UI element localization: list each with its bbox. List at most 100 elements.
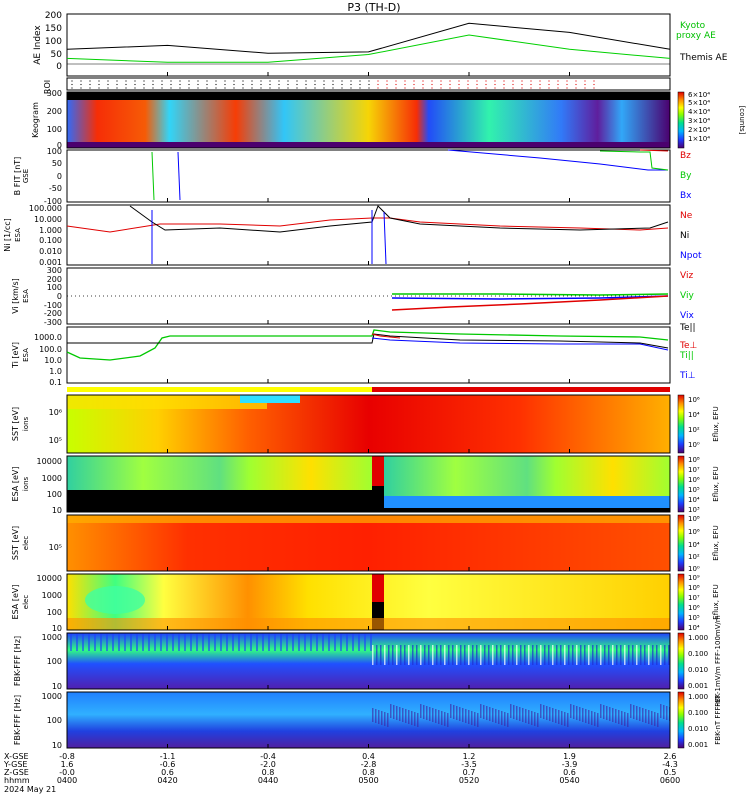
fbk2-stripe [375, 709, 377, 723]
roi-ylabel: ROI [43, 80, 52, 94]
fbk2-stripe [600, 704, 602, 718]
vi-ytick: -100 [44, 301, 62, 310]
fbk-b-cbar-tick: 0.001 [688, 741, 708, 749]
legend-viz: Viz [680, 271, 693, 281]
fbk2-stripe [396, 706, 398, 720]
roi-dot [395, 83, 397, 86]
sst-elec-cbar-tick: 10⁰ [688, 565, 700, 573]
roi-dot [296, 83, 298, 86]
sst-ions-cbar-tick: 10⁰ [688, 441, 700, 449]
fbk2-stripe [654, 712, 656, 726]
fbk2-stripe [627, 713, 629, 727]
roi-dot [278, 80, 280, 82]
fbk2-stripe [612, 708, 614, 722]
roi-dot [233, 87, 235, 89]
roi-dot [197, 83, 199, 86]
fbk1-stripe [440, 645, 442, 665]
roi-dot [143, 83, 145, 86]
fbk1-stripe [310, 633, 312, 651]
fbk2-stripe [462, 708, 464, 722]
fbk1-stripe [160, 633, 162, 651]
roi-dot [404, 83, 406, 86]
x-axis-value: 0400 [57, 776, 77, 785]
fbk1-stripe [460, 645, 462, 665]
fbk1-stripe [500, 645, 502, 665]
fbk1-stripe [620, 645, 622, 665]
roi-dot [431, 87, 433, 89]
roi-dot [593, 83, 595, 86]
roi-dot [152, 80, 154, 82]
roi-dot [467, 80, 469, 82]
fbk1-stripe [552, 645, 554, 665]
roi-dot [368, 87, 370, 89]
fbk2-stripe [384, 712, 386, 726]
fbk2-stripe [621, 711, 623, 725]
roi-dot [395, 80, 397, 82]
legend-ti-par: Ti|| [679, 351, 694, 361]
fbk1-stripe [492, 645, 494, 665]
fbk2-stripe [552, 708, 554, 722]
ni-ytick: 1.000 [39, 226, 62, 235]
fbk1-stripe [274, 633, 276, 651]
date-label: 2024 May 21 [4, 785, 56, 794]
legend-ni: Ni [680, 231, 689, 241]
roi-dot [485, 80, 487, 82]
fbk1-stripe [536, 645, 538, 665]
roi-dot [116, 83, 118, 86]
roi-dot [116, 80, 118, 82]
roi-dot [593, 80, 595, 82]
panel-esa-elec: 10000 1000 100 10 elec ESA [eV] 10⁹ 10⁸ … [11, 573, 720, 633]
roi-dot [422, 83, 424, 86]
fbk1-stripe [214, 633, 216, 651]
fbk2-stripe [411, 711, 413, 725]
fbk1-stripe [392, 645, 394, 665]
fbk1-stripe [208, 633, 210, 651]
fbk1-stripe [364, 633, 366, 651]
roi-dot [449, 80, 451, 82]
fbk2-stripe [642, 708, 644, 722]
roi-dot [143, 87, 145, 89]
x-axis-value: 0420 [157, 776, 177, 785]
sst-elec-ylabel: SST [eV] [11, 526, 20, 560]
fbk1-stripe [504, 645, 506, 665]
fbk1-stripe [644, 645, 646, 665]
roi-dot [305, 80, 307, 82]
fbk1-stripe [560, 645, 562, 665]
roi-dot [152, 83, 154, 86]
roi-dot [557, 87, 559, 89]
ni-ylabel: Ni [1/cc] [3, 218, 12, 252]
fbk1-stripe [380, 645, 382, 665]
fbk1-stripe [358, 633, 360, 651]
roi-dot [566, 80, 568, 82]
bfit-ylabel: B FIT [nT] [13, 157, 22, 196]
roi-dot [413, 83, 415, 86]
roi-dot [143, 80, 145, 82]
roi-dot [98, 83, 100, 86]
fbk2-stripe [549, 707, 551, 721]
fbk1-stripe [588, 645, 590, 665]
ae-ytick: 50 [51, 50, 63, 60]
roi-dots [71, 80, 595, 89]
bfit-ytick: 50 [52, 159, 62, 168]
series-kyoto-proxy-ae [66, 34, 671, 63]
x-axis-value: 0600 [660, 776, 680, 785]
vi-ytick: 100 [47, 283, 62, 292]
fbk-e-cbar-tick: 0.001 [688, 682, 708, 690]
roi-dot [494, 83, 496, 86]
fbk1-stripe [656, 645, 658, 665]
fbk1-stripe [472, 645, 474, 665]
sst-elec-cbar-tick: 10² [688, 553, 700, 561]
roi-dot [431, 80, 433, 82]
fbk2-stripe [555, 709, 557, 723]
x-axis-value: 0.6 [563, 768, 576, 777]
fbk-b-colorbar [677, 691, 685, 749]
fbk2-stripe [381, 711, 383, 725]
keo-ytick: 100 [47, 125, 62, 134]
roi-dot [476, 80, 478, 82]
vi-ytick: 0 [57, 292, 62, 301]
fbk-e-cbar-tick: 1.000 [688, 634, 708, 642]
fbk1-stripe [256, 633, 258, 651]
roi-dot [503, 87, 505, 89]
x-axis-value: 0440 [258, 776, 278, 785]
fbk1-stripe [512, 645, 514, 665]
